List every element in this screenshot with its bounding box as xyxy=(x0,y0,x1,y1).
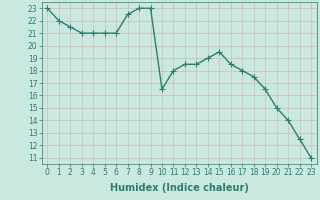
X-axis label: Humidex (Indice chaleur): Humidex (Indice chaleur) xyxy=(110,183,249,193)
